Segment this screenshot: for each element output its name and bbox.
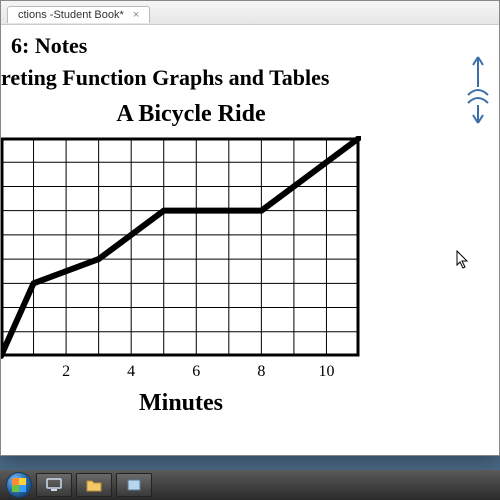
heading-line-2: reting Function Graphs and Tables bbox=[1, 65, 499, 91]
document-area: 6: Notes reting Function Graphs and Tabl… bbox=[1, 25, 499, 455]
chart-title: A Bicycle Ride bbox=[1, 101, 381, 128]
x-axis-label: Minutes bbox=[1, 390, 361, 417]
svg-text:6: 6 bbox=[192, 363, 200, 380]
tab-label: ctions -Student Book* bbox=[18, 9, 124, 21]
taskbar-pinned-app[interactable] bbox=[36, 473, 72, 497]
heading-line-1: 6: Notes bbox=[1, 33, 499, 59]
svg-text:4: 4 bbox=[127, 363, 135, 380]
monitor-icon bbox=[46, 478, 62, 492]
desktop-background: ctions -Student Book* × 6: Notes reting … bbox=[0, 0, 500, 470]
resize-handle-icon[interactable] bbox=[463, 55, 493, 125]
taskbar[interactable] bbox=[0, 470, 500, 500]
folder-icon bbox=[86, 478, 102, 492]
document-tab[interactable]: ctions -Student Book* × bbox=[7, 6, 150, 23]
close-icon[interactable]: × bbox=[133, 9, 139, 21]
svg-text:8: 8 bbox=[257, 363, 265, 380]
cursor-icon bbox=[456, 250, 470, 270]
tab-strip: ctions -Student Book* × bbox=[1, 1, 499, 25]
chart: 2 4 6 8 10 bbox=[1, 136, 361, 386]
start-button[interactable] bbox=[6, 472, 32, 498]
chart-svg: 2 4 6 8 10 bbox=[1, 136, 361, 386]
taskbar-pinned-app[interactable] bbox=[76, 473, 112, 497]
document-window: ctions -Student Book* × 6: Notes reting … bbox=[0, 0, 500, 456]
app-icon bbox=[126, 478, 142, 492]
taskbar-pinned-app[interactable] bbox=[116, 473, 152, 497]
svg-text:2: 2 bbox=[62, 363, 70, 380]
svg-text:10: 10 bbox=[318, 363, 334, 380]
